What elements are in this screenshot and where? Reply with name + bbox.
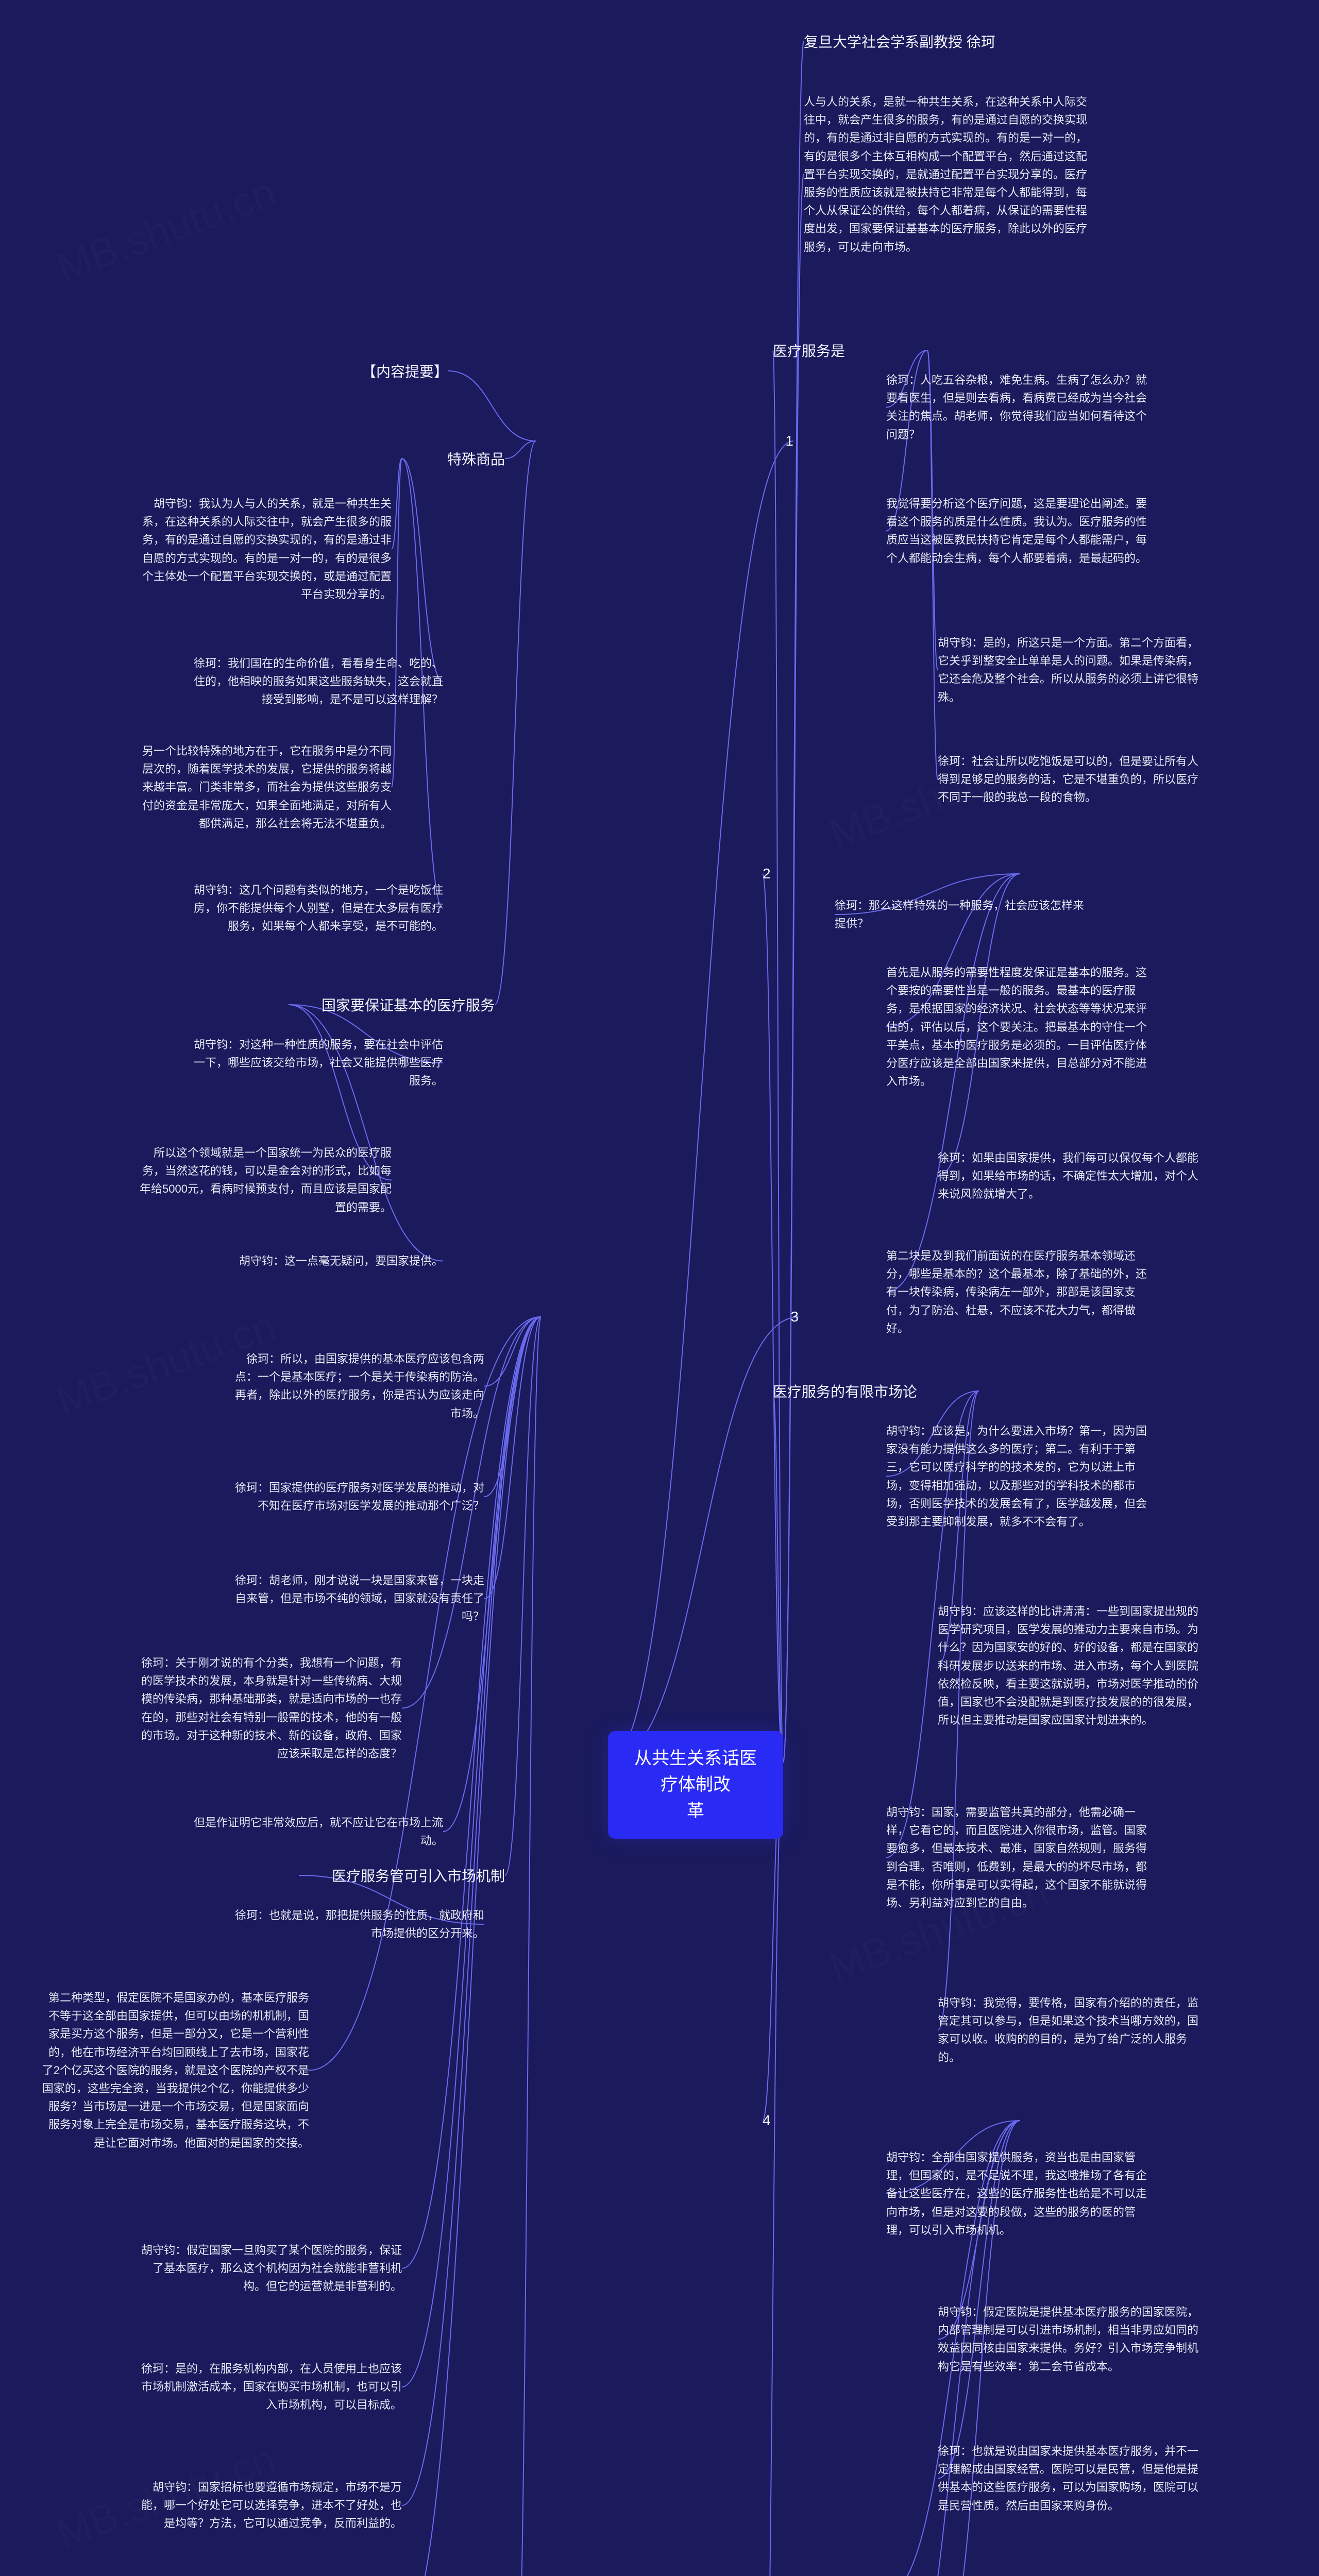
branch-label: 复旦大学社会学系副教授 徐珂 — [804, 31, 1113, 52]
leaf-text: 胡守钧：国家招标也要遵循市场规定，市场不是万能，哪一个好处它可以选择竞争，进本不… — [134, 2478, 402, 2533]
leaf-text: 徐珂：也就是说，那把提供服务的性质，就政府和市场提供的区分开来。 — [227, 1906, 484, 1942]
leaf-text: 胡守钧：假定医院是提供基本医疗服务的国家医院，内部管理制是可以引进市场机制，相当… — [938, 2303, 1206, 2376]
branch-label: 3 — [541, 1309, 799, 1325]
branch-label: 2 — [763, 866, 1020, 882]
leaf-text: 徐珂：我们国在的生命价值，看看身生命、吃的、住的，他相映的服务如果这些服务缺失，… — [185, 654, 443, 709]
leaf-text: 胡守钧：对这种一种性质的服务，要在社会中评估一下，哪些应该交给市场，社会又能提供… — [185, 1036, 443, 1090]
leaf-text: 胡守钧：我认为人与人的关系，就是一种共生关系，在这种关系的人际交往中，就会产生很… — [134, 495, 392, 603]
leaf-text: 首先是从服务的需要性程度发保证是基本的服务。这个要按的需要性当是一般的服务。最基… — [886, 963, 1154, 1090]
leaf-text: 胡守钧：这几个问题有类似的地方，一个是吃饭住房，你不能提供每个人别墅，但是在太多… — [185, 881, 443, 936]
branch-label: 特殊商品 — [402, 448, 505, 469]
leaf-text: 胡守钧：应该这样的比讲清清：一些到国家提出规的医学研究项目，医学发展的推动力主要… — [938, 1602, 1206, 1729]
leaf-text: 徐珂：关于刚才说的有个分类，我想有一个问题，有的医学技术的发展，本身就是针对一些… — [134, 1654, 402, 1762]
leaf-text: 胡守钧：是的，所这只是一个方面。第二个方面看，它关乎到整安全止单单是人的问题。如… — [938, 634, 1206, 706]
leaf-text: 徐珂：是的，在服务机构内部，在人员使用上也应该市场机制激活成本，国家在购买市场机… — [134, 2360, 402, 2414]
leaf-text: 徐珂：人吃五谷杂粮，难免生病。生病了怎么办？就要看医生，但是则去看病，看病费已经… — [886, 371, 1154, 444]
leaf-text: 胡守钧：这一点毫无疑问，要国家提供。 — [185, 1252, 443, 1270]
leaf-text: 第二种类型，假定医院不是国家办的，基本医疗服务不等于这全部由国家提供，但可以由场… — [41, 1989, 309, 2152]
leaf-text: 徐珂：国家提供的医疗服务对医学发展的推动，对不知在医疗市场对医学发展的推动那个广… — [227, 1479, 484, 1515]
leaf-text: 徐珂：社会让所以吃饱饭是可以的，但是要让所有人得到足够足的服务的话，它是不堪重负… — [938, 752, 1206, 807]
leaf-text: 徐珂：那么这样特殊的一种服务，社会应该怎样来提供？ — [835, 896, 1092, 933]
leaf-text: 徐珂：也就是说由国家来提供基本医疗服务，并不一定理解成由国家经营。医院可以是民营… — [938, 2442, 1206, 2515]
leaf-text: 胡守钧：我觉得，要传格，国家有介绍的的责任，监管定其可以参与，但是如果这个技术当… — [938, 1994, 1206, 2066]
leaf-text: 所以这个领域就是一个国家统一为民众的医疗服务，当然这花的钱，可以是金会对的形式，… — [134, 1144, 392, 1216]
leaf-text: 胡守钧：全部由国家提供服务，资当也是由国家管理，但国家的，是不足说不理，我这哦推… — [886, 2148, 1154, 2239]
leaf-text: 胡守钧：应该是，为什么要进入市场？第一，因为国家没有能力提供这么多的医疗；第二。… — [886, 1422, 1154, 1531]
leaf-text: 第二块是及到我们前面说的在医疗服务基本领域还分，哪些是基本的？这个最基本，除了基… — [886, 1247, 1154, 1337]
leaf-text: 胡守钧：假定国家一旦购买了某个医院的服务，保证了基本医疗，那么这个机构因为社会就… — [134, 2241, 402, 2296]
branch-label: 医疗服务的有限市场论 — [773, 1381, 979, 1401]
leaf-text: 但是作证明它非常效应后，就不应让它在市场上流动。 — [185, 1814, 443, 1850]
branch-label: 【内容提要】 — [283, 361, 448, 381]
branch-label: 4 — [763, 2112, 1020, 2129]
leaf-text: 我觉得要分析这个医疗问题，这是要理论出阐述。要看这个服务的质是什么性质。我认为。… — [886, 495, 1154, 567]
branch-label: 医疗服务管可引入市场机制 — [299, 1865, 505, 1886]
branch-label: 医疗服务是 — [773, 340, 927, 361]
leaf-text: 另一个比较特殊的地方在于，它在服务中是分不同层次的，随着医学技术的发展，它提供的… — [134, 742, 392, 833]
leaf-text: 徐珂：所以，由国家提供的基本医疗应该包含两点：一个是基本医疗；一个是关于传染病的… — [227, 1350, 484, 1422]
root-node[interactable]: 从共生关系话医疗体制改革 — [608, 1731, 783, 1839]
branch-label: 1 — [536, 433, 793, 449]
leaf-text: 徐珂：如果由国家提供，我们每可以保仅每个人都能得到，如果给市场的话，不确定性太大… — [938, 1149, 1206, 1204]
leaf-text: 徐珂：胡老师，刚才说说一块是国家来管，一块走自来管，但是市场不纯的领域，国家就没… — [227, 1571, 484, 1626]
branch-label: 国家要保证基本的医疗服务 — [289, 994, 495, 1015]
leaf-text: 人与人的关系，是就一种共生关系，在这种关系中人际交往中，就会产生很多的服务，有的… — [804, 93, 1092, 256]
watermark: MB.shutu.cn — [50, 168, 282, 292]
leaf-text: 胡守钧：国家，需要监管共真的部分，他需必确一样，它看它的，而且医院进入你很市场，… — [886, 1803, 1154, 1912]
